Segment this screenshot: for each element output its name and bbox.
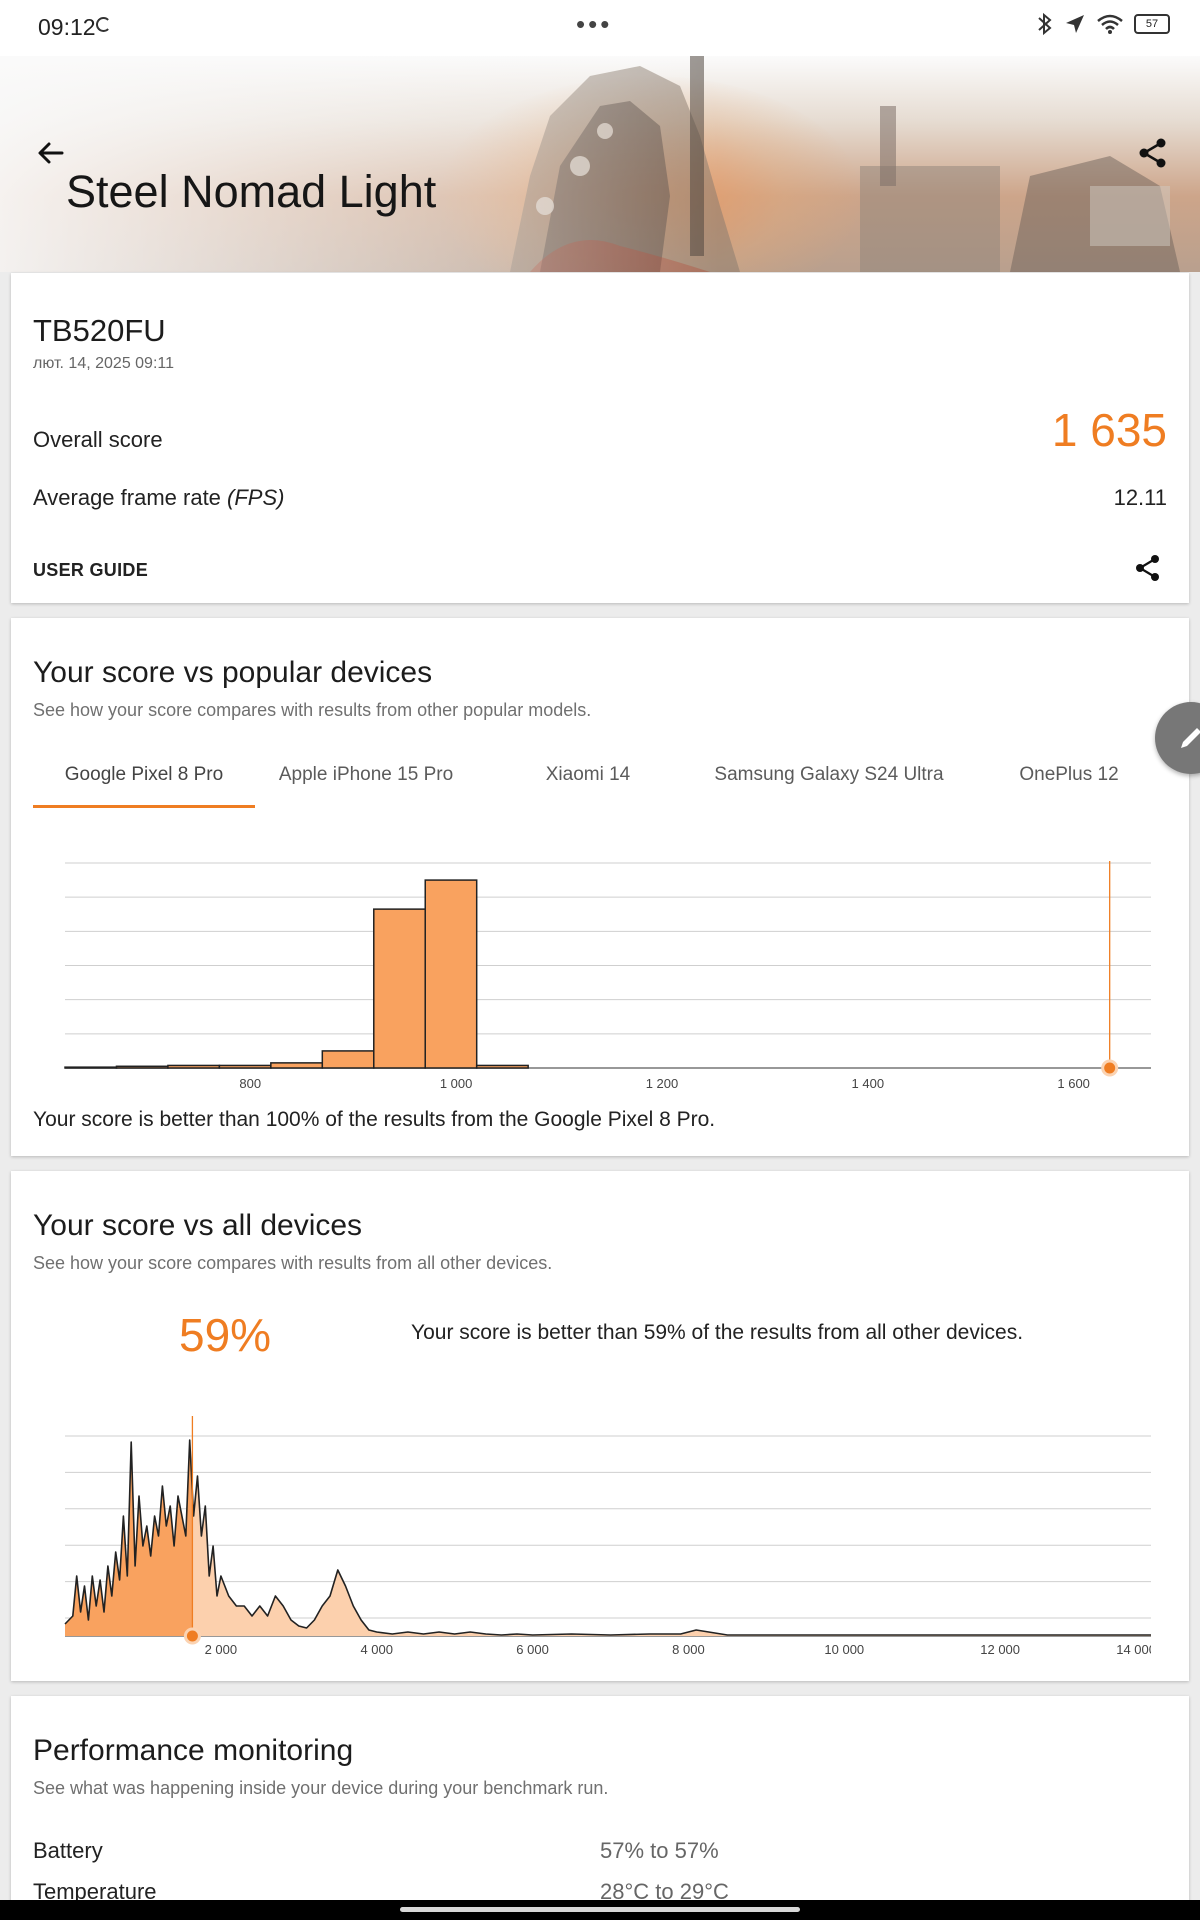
hero-fade <box>0 56 1200 272</box>
tab-google-pixel-8-pro[interactable]: Google Pixel 8 Pro <box>33 758 255 808</box>
pencil-icon <box>1181 728 1200 748</box>
x-tick-label: 1 400 <box>852 1076 885 1091</box>
battery-label: Battery <box>33 1838 103 1863</box>
location-icon <box>1066 15 1084 33</box>
performance-section-title: Performance monitoring <box>33 1734 354 1767</box>
battery-icon: 57 <box>1134 14 1170 34</box>
temperature-label: Temperature <box>33 1879 157 1904</box>
histogram-bar <box>167 1064 221 1069</box>
bluetooth-icon <box>1038 12 1052 36</box>
histogram-bar <box>321 1050 375 1069</box>
overall-score-label: Overall score <box>33 427 163 452</box>
tab-xiaomi-14[interactable]: Xiaomi 14 <box>545 764 631 785</box>
device-tabs: Google Pixel 8 Pro Apple iPhone 15 Pro X… <box>33 758 1163 808</box>
result-card: TB520FU лют. 14, 2025 09:11 Overall scor… <box>11 273 1189 603</box>
popular-devices-card: Your score vs popular devices See how yo… <box>11 618 1189 1156</box>
your-score-marker <box>183 1627 201 1645</box>
popular-section-title: Your score vs popular devices <box>33 656 433 689</box>
result-date: лют. 14, 2025 09:11 <box>33 355 175 372</box>
home-gesture-handle[interactable] <box>400 1907 800 1912</box>
user-guide-link[interactable]: USER GUIDE <box>33 560 149 580</box>
fps-unit: (FPS) <box>227 485 285 510</box>
histogram-bar <box>115 1065 169 1069</box>
sync-icon <box>96 17 111 32</box>
all-devices-section-title: Your score vs all devices <box>33 1209 363 1242</box>
histogram-bar <box>475 1064 529 1069</box>
histogram-bar <box>373 908 426 1069</box>
x-tick-label: 1 000 <box>440 1076 473 1091</box>
more-dots-icon[interactable]: ••• <box>576 9 613 39</box>
all-devices-card: Your score vs all devices See how your s… <box>11 1171 1189 1681</box>
all-devices-summary: Your score is better than 59% of the res… <box>411 1321 1024 1344</box>
x-tick-label: 4 000 <box>360 1642 393 1656</box>
temperature-value: 28°C to 29°C <box>600 1879 729 1904</box>
page-title: Steel Nomad Light <box>66 166 437 217</box>
histogram-bar <box>270 1062 324 1069</box>
x-tick-label: 2 000 <box>205 1642 238 1656</box>
back-arrow-icon[interactable] <box>34 136 68 170</box>
popular-section-subtitle: See how your score compares with results… <box>33 700 592 720</box>
percentile-value: 59% <box>179 1309 272 1361</box>
share-result-icon[interactable] <box>1133 553 1163 583</box>
tab-samsung-galaxy-s24-ultra[interactable]: Samsung Galaxy S24 Ultra <box>714 764 944 785</box>
wifi-icon <box>1097 14 1123 34</box>
x-tick-label: 800 <box>239 1076 261 1091</box>
edit-button[interactable] <box>1155 702 1200 774</box>
navigation-bar <box>0 1900 1200 1920</box>
distribution-line <box>64 1439 1151 1636</box>
x-tick-label: 1 200 <box>646 1076 679 1091</box>
status-time: 09:12 <box>38 14 96 40</box>
tab-apple-iphone-15-pro[interactable]: Apple iPhone 15 Pro <box>278 764 454 785</box>
tab-oneplus-12[interactable]: OnePlus 12 <box>1019 764 1119 785</box>
x-tick-label: 8 000 <box>672 1642 705 1656</box>
x-tick-label: 12 000 <box>980 1642 1020 1656</box>
device-name: TB520FU <box>33 313 166 348</box>
battery-value: 57% to 57% <box>600 1838 719 1863</box>
hero-header: Steel Nomad Light <box>0 56 1200 272</box>
x-tick-label: 10 000 <box>824 1642 864 1656</box>
share-icon[interactable] <box>1136 136 1170 170</box>
overall-score-value: 1 635 <box>1051 404 1167 456</box>
all-devices-section-subtitle: See how your score compares with results… <box>33 1253 553 1273</box>
status-icons: 57 <box>1036 12 1170 36</box>
performance-card: Performance monitoring See what was happ… <box>11 1696 1189 1920</box>
popular-summary: Your score is better than 100% of the re… <box>33 1108 716 1131</box>
histogram-bar <box>218 1064 272 1069</box>
x-tick-label: 14 000 <box>1116 1642 1151 1656</box>
fps-label: Average frame rate (FPS) <box>33 485 284 511</box>
distribution-area-above <box>192 1476 1151 1636</box>
fps-label-text: Average frame rate <box>33 485 228 510</box>
x-tick-label: 1 600 <box>1057 1076 1090 1091</box>
fps-value: 12.11 <box>1113 485 1167 510</box>
histogram-bar <box>424 879 478 1069</box>
histogram-bar <box>64 1066 118 1069</box>
status-bar: 09:12 ••• 57 <box>0 0 1200 56</box>
performance-section-subtitle: See what was happening inside your devic… <box>33 1778 609 1798</box>
x-tick-label: 6 000 <box>516 1642 549 1656</box>
your-score-marker <box>1101 1059 1119 1077</box>
